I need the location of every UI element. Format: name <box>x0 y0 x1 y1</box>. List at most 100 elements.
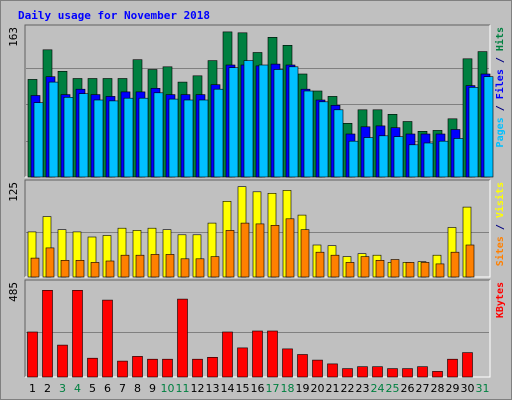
panel-max-label: 163 <box>7 27 20 47</box>
x-tick-label: 6 <box>104 382 111 395</box>
chart-title: Daily usage for November 2018 <box>18 9 210 22</box>
bar-kbytes <box>282 348 293 378</box>
bar-sites <box>135 254 145 278</box>
bar-pages <box>198 99 209 178</box>
bar-pages <box>348 140 359 178</box>
bar-pages <box>123 97 134 178</box>
x-tick-label: 18 <box>281 382 295 395</box>
panel-pages-files-hits: 163 Pages / Files / Hits <box>7 24 506 178</box>
x-tick-label: 29 <box>446 382 460 395</box>
x-tick-label: 9 <box>149 382 156 395</box>
bar-kbytes <box>87 357 98 378</box>
x-tick-label: 11 <box>176 382 190 395</box>
x-tick-label: 22 <box>341 382 355 395</box>
bar-sites <box>150 254 160 278</box>
bar-sites <box>420 262 430 278</box>
bar-pages <box>288 66 299 178</box>
bar-kbytes <box>222 331 233 378</box>
bar-pages <box>273 69 284 178</box>
bar-pages <box>183 99 194 178</box>
bar-pages <box>33 102 44 178</box>
bar-sites <box>105 260 115 278</box>
bar-kbytes <box>102 299 113 378</box>
bar-sites <box>75 259 85 278</box>
bar-pages <box>363 137 374 178</box>
bar-pages <box>408 144 419 178</box>
bar-kbytes <box>327 363 338 378</box>
bar-kbytes <box>117 360 128 378</box>
bar-kbytes <box>357 366 368 378</box>
x-tick-label: 3 <box>59 382 66 395</box>
bar-sites <box>315 251 325 278</box>
bar-kbytes <box>162 358 173 378</box>
bar-pages <box>228 67 239 178</box>
bar-pages <box>393 136 404 178</box>
bar-pages <box>108 100 119 178</box>
x-tick-label: 5 <box>89 382 96 395</box>
bar-kbytes <box>147 358 158 378</box>
x-tick-label: 16 <box>251 382 265 395</box>
bar-kbytes <box>432 371 443 378</box>
side-label-part: Files <box>494 69 506 99</box>
bar-sites <box>180 258 190 278</box>
x-tick-label: 24 <box>371 382 385 395</box>
bar-kbytes <box>192 358 203 378</box>
x-tick-label: 27 <box>416 382 430 395</box>
bar-kbytes <box>312 359 323 378</box>
x-tick-label: 30 <box>461 382 475 395</box>
x-tick-label: 19 <box>296 382 310 395</box>
bar-pages <box>258 64 269 178</box>
chart-panels: 163 Pages / Files / Hits 125 Sites / Visits… <box>7 24 506 378</box>
bar-kbytes <box>57 344 68 378</box>
bar-sites <box>210 256 220 278</box>
bar-kbytes <box>402 368 413 378</box>
bar-kbytes <box>42 289 53 378</box>
x-tick-label: 2 <box>44 382 51 395</box>
bar-sites <box>60 259 70 278</box>
side-label-part: / <box>495 99 506 117</box>
panel-kbytes: 485 KBytes <box>7 279 506 378</box>
bar-pages <box>138 97 149 178</box>
bar-pages <box>48 81 59 178</box>
side-label-part: Sites <box>494 236 506 266</box>
series-kbytes <box>27 289 473 378</box>
bar-kbytes <box>132 356 143 378</box>
side-label-part: Visits <box>494 182 506 218</box>
bar-sites <box>450 251 460 278</box>
bar-sites <box>405 262 415 278</box>
x-tick-label: 8 <box>134 382 141 395</box>
bar-pages <box>168 98 179 178</box>
panel-side-label: KBytes <box>495 282 506 318</box>
bar-pages <box>213 88 224 178</box>
bar-sites <box>360 256 370 278</box>
bar-sites <box>390 259 400 278</box>
bar-kbytes <box>27 331 38 378</box>
bar-sites <box>270 225 280 278</box>
bar-sites <box>90 262 100 278</box>
bar-pages <box>318 101 329 178</box>
bar-kbytes <box>72 289 83 378</box>
bar-sites <box>165 254 175 278</box>
series-pages <box>33 60 494 178</box>
side-label-part: / <box>495 51 506 69</box>
x-tick-label: 15 <box>236 382 250 395</box>
bar-kbytes <box>237 347 248 378</box>
x-tick-label: 23 <box>356 382 370 395</box>
x-tick-label: 14 <box>221 382 235 395</box>
bar-sites <box>225 230 235 278</box>
bar-pages <box>78 93 89 178</box>
bar-sites <box>375 259 385 278</box>
bar-sites <box>120 254 130 278</box>
bar-pages <box>438 140 449 178</box>
x-tick-label: 13 <box>206 382 220 395</box>
bar-kbytes <box>462 352 473 378</box>
bar-kbytes <box>267 330 278 378</box>
panel-visits-sites: 125 Sites / Visits <box>7 179 506 278</box>
x-tick-label: 31 <box>476 382 490 395</box>
bar-sites <box>300 229 310 278</box>
x-tick-label: 17 <box>266 382 280 395</box>
plot-border-dark <box>24 179 490 277</box>
x-tick-label: 10 <box>161 382 175 395</box>
bar-sites <box>45 247 55 278</box>
